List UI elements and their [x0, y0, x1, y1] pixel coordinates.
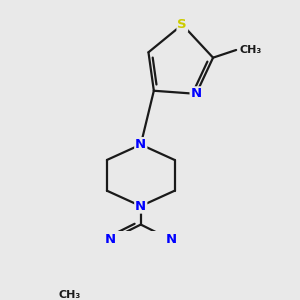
Text: N: N: [135, 138, 146, 151]
Text: S: S: [178, 18, 187, 31]
Text: N: N: [104, 233, 116, 246]
Text: CH₃: CH₃: [240, 45, 262, 55]
Text: CH₃: CH₃: [58, 290, 81, 300]
Text: N: N: [190, 87, 202, 100]
Text: N: N: [166, 233, 177, 246]
Text: N: N: [135, 200, 146, 213]
